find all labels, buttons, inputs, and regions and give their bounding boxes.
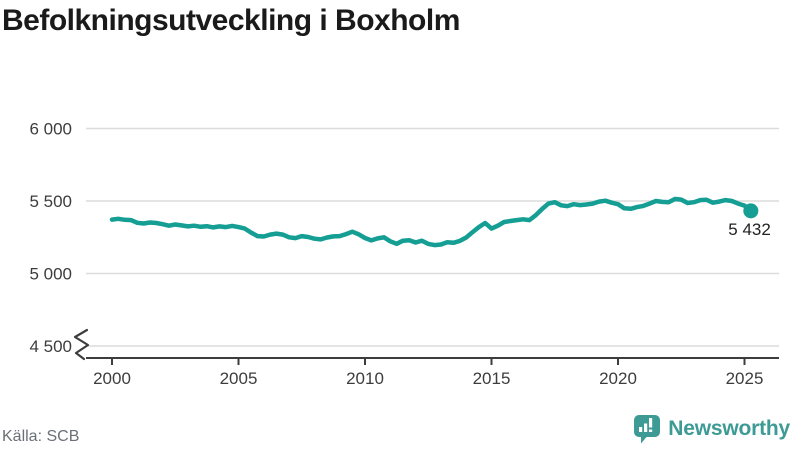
x-axis-tick-label: 2005 bbox=[220, 369, 258, 388]
page-title: Befolkningsutveckling i Boxholm bbox=[2, 4, 460, 37]
brand-name: Newsworthy bbox=[668, 417, 790, 440]
x-axis: 2000 2005 2010 2015 2020 2025 bbox=[86, 357, 779, 388]
y-axis-tick-label: 5 500 bbox=[29, 192, 72, 211]
y-axis: 6 000 5 500 5 000 4 500 bbox=[29, 120, 72, 357]
gridlines bbox=[86, 127, 779, 347]
y-axis-tick-label: 4 500 bbox=[29, 337, 72, 356]
x-axis-tick-label: 2020 bbox=[599, 369, 637, 388]
population-line bbox=[109, 196, 754, 248]
newsworthy-logo[interactable]: Newsworthy bbox=[633, 414, 790, 444]
x-axis-tick-label: 2010 bbox=[346, 369, 384, 388]
x-axis-tick-label: 2015 bbox=[473, 369, 511, 388]
latest-point-marker bbox=[743, 203, 759, 219]
x-axis-tick-label: 2025 bbox=[726, 369, 764, 388]
x-axis-tick-label: 2000 bbox=[93, 369, 131, 388]
y-axis-tick-label: 5 000 bbox=[29, 265, 72, 284]
bar-chart-bubble-icon bbox=[634, 415, 661, 444]
y-axis-tick-label: 6 000 bbox=[29, 120, 72, 139]
source-note: Källa: SCB bbox=[2, 428, 80, 445]
y-axis-break-icon bbox=[73, 328, 90, 361]
latest-value-label: 5 432 bbox=[728, 220, 771, 239]
